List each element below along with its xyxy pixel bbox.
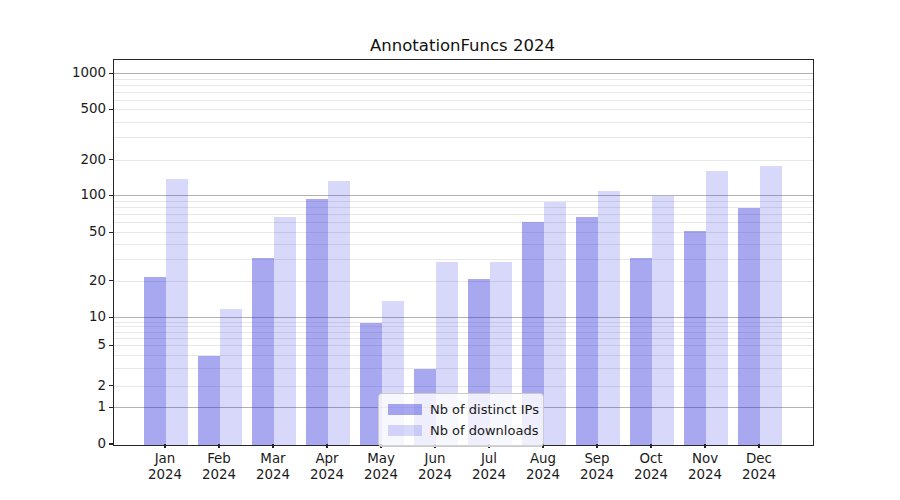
bar-distinct-ips: [630, 258, 652, 445]
legend-label: Nb of downloads: [430, 423, 538, 438]
y-tick-mark: [109, 109, 113, 110]
x-tick-label: Feb 2024: [189, 451, 249, 482]
y-tick-mark: [109, 73, 113, 74]
y-tick-mark: [109, 317, 113, 318]
x-tick-mark: [596, 444, 597, 448]
y-tick-label: 100: [0, 187, 106, 203]
y-tick-mark: [109, 443, 113, 444]
legend-swatch-downloads: [388, 425, 422, 436]
x-tick-mark: [650, 444, 651, 448]
legend-item: Nb of distinct IPs: [388, 399, 534, 420]
legend-item: Nb of downloads: [388, 420, 534, 441]
bar-downloads: [706, 171, 728, 446]
legend-label: Nb of distinct IPs: [430, 402, 539, 417]
y-tick-mark: [109, 232, 113, 233]
y-tick-mark: [109, 280, 113, 281]
bar-distinct-ips: [306, 199, 328, 445]
x-tick-label: May 2024: [351, 451, 411, 482]
y-tick-mark: [109, 385, 113, 386]
y-tick-mark: [109, 345, 113, 346]
x-tick-label: Dec 2024: [729, 451, 789, 482]
bar-downloads: [598, 191, 620, 445]
bar-distinct-ips: [144, 277, 166, 445]
x-tick-mark: [326, 444, 327, 448]
y-tick-label: 1000: [0, 65, 106, 81]
y-tick-label: 500: [0, 101, 106, 117]
x-tick-mark: [758, 444, 759, 448]
bar-downloads: [220, 309, 242, 445]
x-tick-label: Jul 2024: [459, 451, 519, 482]
plot-area: Nb of distinct IPsNb of downloads: [113, 59, 814, 446]
bar-distinct-ips: [198, 356, 220, 445]
bar-downloads: [274, 217, 296, 445]
x-tick-label: Oct 2024: [621, 451, 681, 482]
x-tick-label: Apr 2024: [297, 451, 357, 482]
legend: Nb of distinct IPsNb of downloads: [378, 393, 544, 447]
x-tick-label: Sep 2024: [567, 451, 627, 482]
legend-swatch-distinct-ips: [388, 404, 422, 415]
bar-downloads: [652, 196, 674, 445]
y-tick-label: 2: [0, 378, 106, 394]
y-tick-mark: [109, 407, 113, 408]
bar-downloads: [328, 181, 350, 445]
x-tick-label: Jan 2024: [135, 451, 195, 482]
bars-layer: [114, 60, 813, 445]
bar-downloads: [166, 179, 188, 445]
y-tick-label: 20: [0, 273, 106, 289]
bar-distinct-ips: [576, 217, 598, 445]
y-tick-label: 0: [0, 436, 106, 452]
bar-distinct-ips: [252, 258, 274, 445]
bar-downloads: [544, 202, 566, 445]
y-tick-label: 10: [0, 309, 106, 325]
y-tick-label: 50: [0, 224, 106, 240]
y-tick-label: 1: [0, 399, 106, 415]
chart-figure: AnnotationFuncs 2024 Nb of distinct IPsN…: [0, 0, 900, 500]
bar-downloads: [760, 166, 782, 445]
x-tick-mark: [704, 444, 705, 448]
bar-distinct-ips: [684, 231, 706, 445]
y-tick-label: 200: [0, 152, 106, 168]
chart-title: AnnotationFuncs 2024: [113, 36, 812, 55]
x-tick-label: Nov 2024: [675, 451, 735, 482]
x-tick-mark: [218, 444, 219, 448]
bar-distinct-ips: [738, 208, 760, 445]
y-tick-mark: [109, 159, 113, 160]
y-tick-mark: [109, 195, 113, 196]
x-tick-label: Aug 2024: [513, 451, 573, 482]
x-tick-label: Jun 2024: [405, 451, 465, 482]
y-tick-label: 5: [0, 337, 106, 353]
x-tick-mark: [272, 444, 273, 448]
x-tick-label: Mar 2024: [243, 451, 303, 482]
x-tick-mark: [164, 444, 165, 448]
